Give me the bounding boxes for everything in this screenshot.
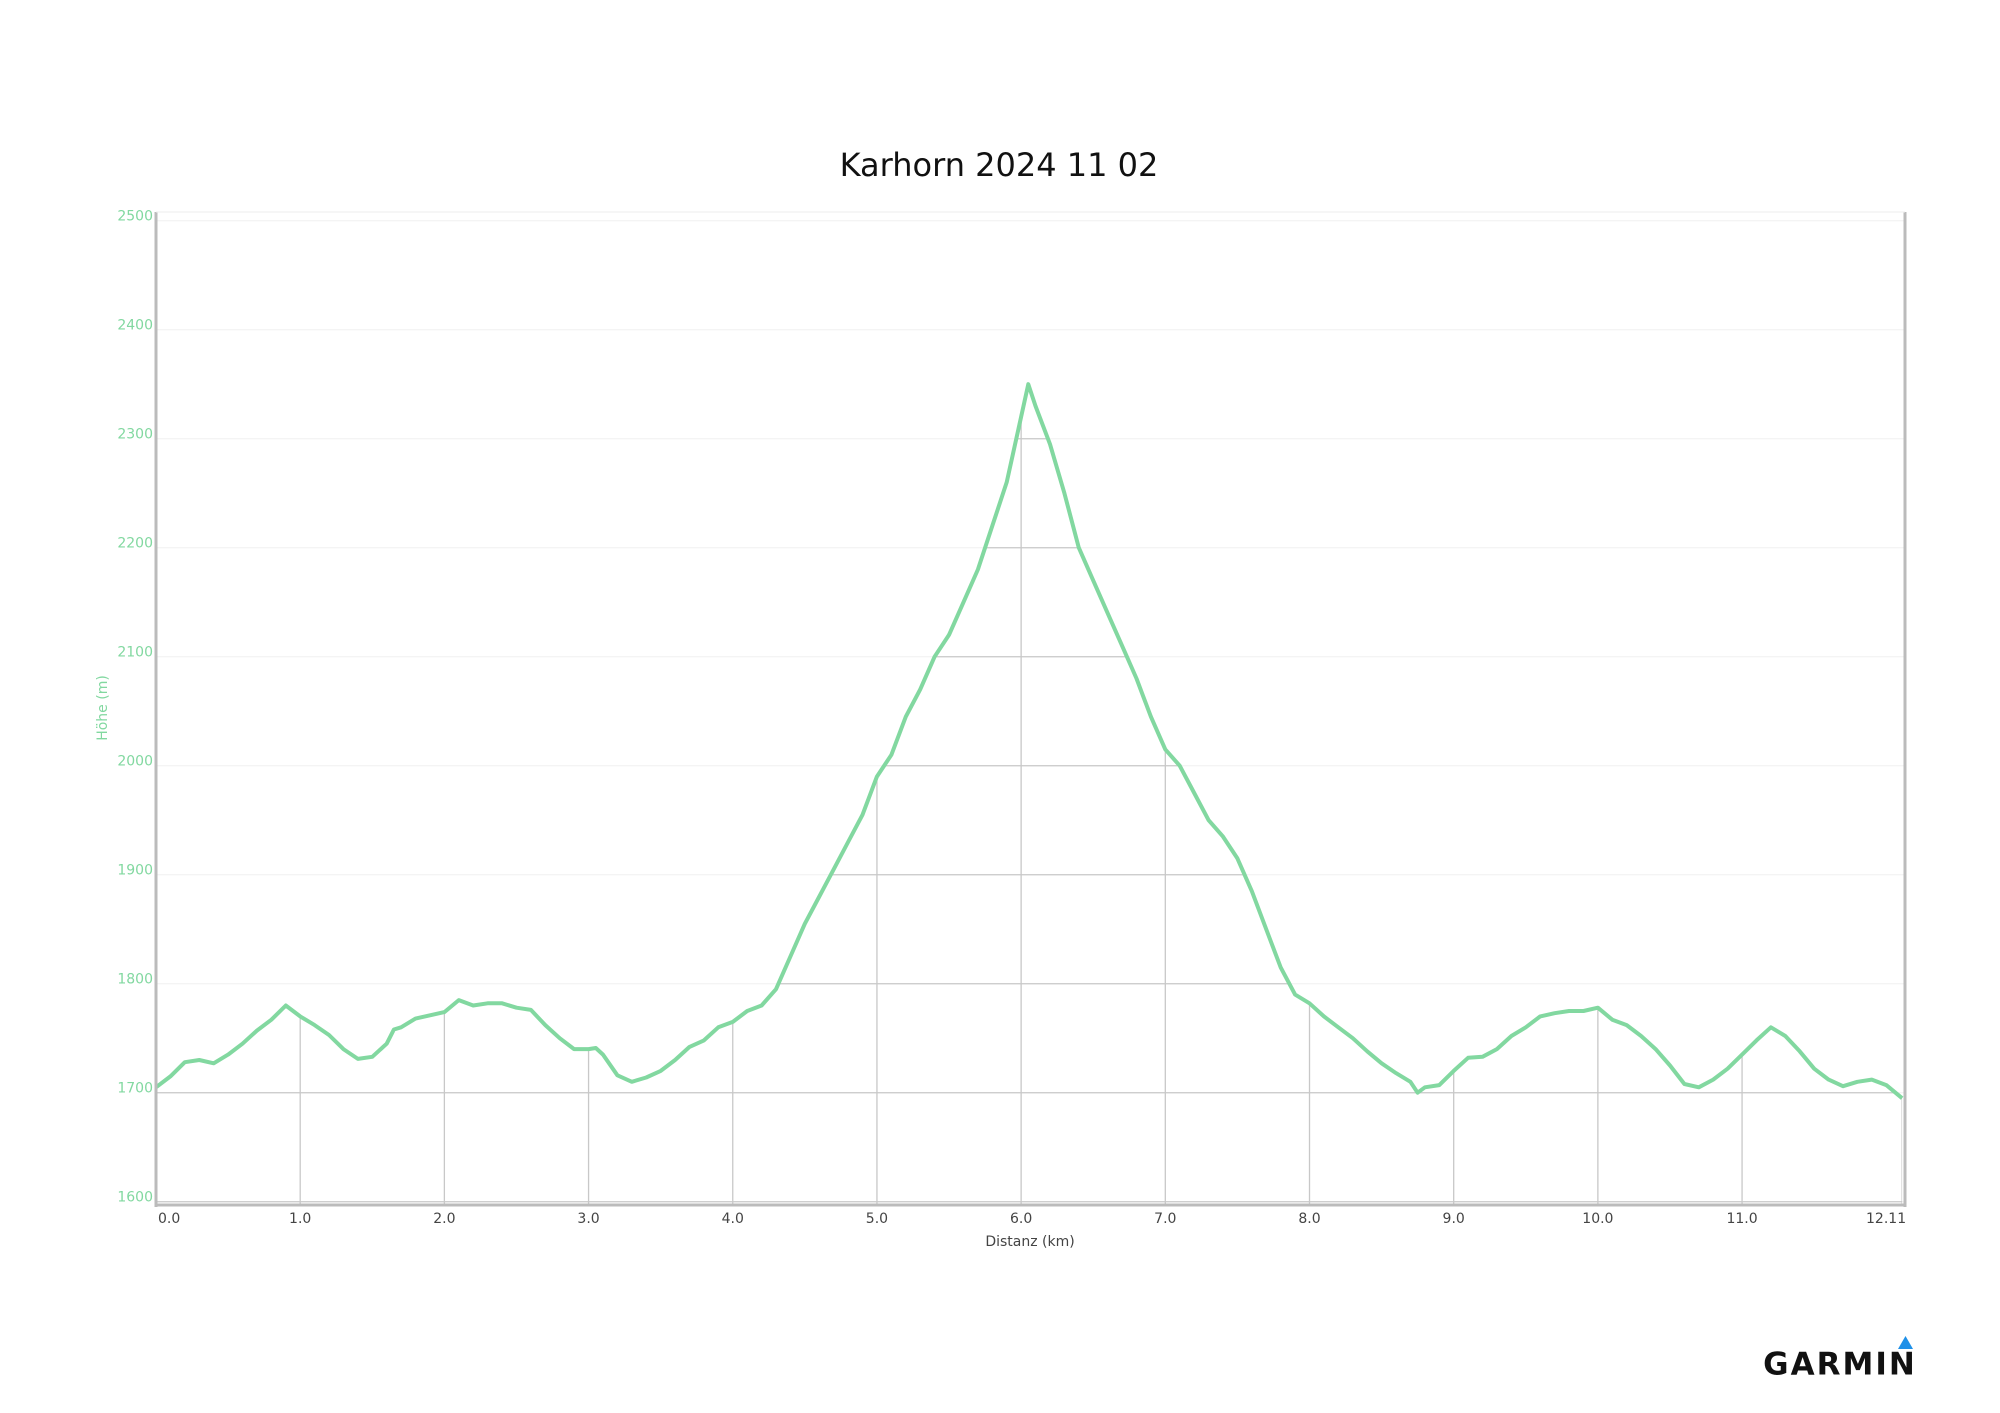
x-tick-label: 6.0 <box>1010 1211 1032 1227</box>
x-axis-label: Distanz (km) <box>985 1234 1074 1250</box>
y-tick-label: 2200 <box>117 536 153 552</box>
y-tick-label: 2400 <box>117 318 153 334</box>
x-tick-label: 3.0 <box>577 1211 599 1227</box>
x-tick-label: 4.0 <box>722 1211 744 1227</box>
garmin-logo: GARMIN <box>1763 1336 1917 1383</box>
x-tick-label: 8.0 <box>1298 1211 1320 1227</box>
y-tick-label: 2500 <box>117 209 153 225</box>
x-tick-label: 9.0 <box>1443 1211 1465 1227</box>
x-tick-label: 7.0 <box>1154 1211 1176 1227</box>
elevation-line <box>154 382 1904 1100</box>
logo-text: GARMIN <box>1763 1347 1917 1383</box>
y-tick-label: 1800 <box>117 972 153 988</box>
x-tick-label: 12.11 <box>1866 1211 1906 1227</box>
x-tick-label: 11.0 <box>1726 1211 1757 1227</box>
x-tick-label: 1.0 <box>289 1211 311 1227</box>
y-tick-label: 1600 <box>117 1190 153 1206</box>
x-tick-label: 5.0 <box>866 1211 888 1227</box>
x-tick-label: 0.0 <box>158 1211 180 1227</box>
chart-title: Karhorn 2024 11 02 <box>840 146 1159 184</box>
logo-triangle <box>1898 1336 1913 1349</box>
y-tick-label: 2300 <box>117 427 153 443</box>
y-tick-label: 1900 <box>117 863 153 879</box>
y-tick-label: 1700 <box>117 1081 153 1097</box>
under-grid <box>156 384 1903 1205</box>
x-tick-label: 2.0 <box>433 1211 455 1227</box>
y-tick-label: 2100 <box>117 645 153 661</box>
y-tick-label: 2000 <box>117 754 153 770</box>
x-tick-label: 10.0 <box>1582 1211 1613 1227</box>
y-axis-label: Höhe (m) <box>95 675 111 741</box>
